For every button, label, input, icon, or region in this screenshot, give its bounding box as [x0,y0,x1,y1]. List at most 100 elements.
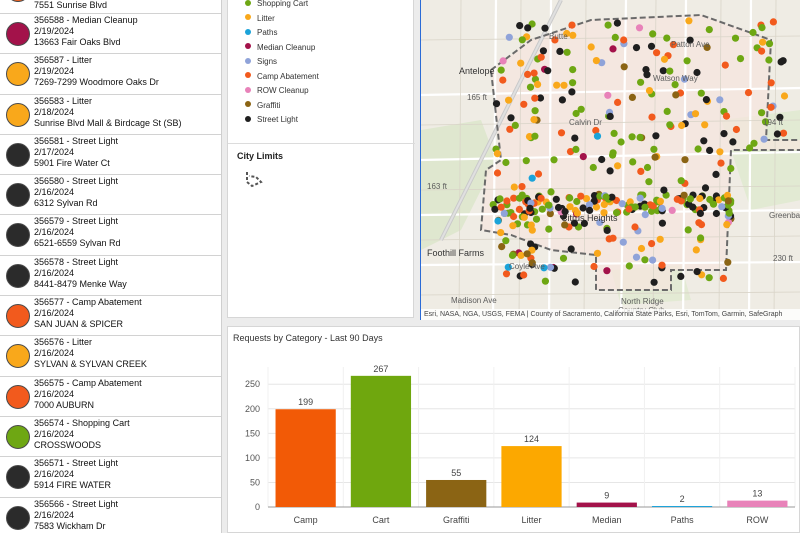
request-marker[interactable] [702,96,710,104]
request-marker[interactable] [547,188,555,196]
request-marker[interactable] [531,107,539,115]
request-marker[interactable] [648,207,656,215]
request-list-item[interactable]: 356580 - Street Light 2/16/2024 6312 Sylva… [0,175,221,216]
request-marker[interactable] [648,113,656,121]
request-marker[interactable] [569,79,577,87]
request-marker[interactable] [758,109,766,117]
request-marker[interactable] [493,169,502,177]
request-marker[interactable] [568,21,576,29]
request-marker[interactable] [732,125,740,134]
request-marker[interactable] [524,24,532,32]
request-marker[interactable] [541,24,549,32]
request-marker[interactable] [603,226,611,234]
request-marker[interactable] [684,226,692,234]
request-marker[interactable] [526,83,535,91]
request-marker[interactable] [668,206,676,214]
request-marker[interactable] [613,209,621,217]
request-marker[interactable] [524,70,532,78]
request-marker[interactable] [528,174,536,182]
request-marker[interactable] [750,139,758,147]
request-marker[interactable] [769,18,777,26]
request-marker[interactable] [692,246,700,254]
request-marker[interactable] [604,91,612,99]
request-marker[interactable] [680,75,689,83]
request-marker[interactable] [600,200,608,209]
request-marker[interactable] [530,116,538,124]
request-marker[interactable] [506,125,514,133]
request-marker[interactable] [628,93,636,101]
request-marker[interactable] [580,219,588,227]
request-marker[interactable] [765,40,774,48]
request-marker[interactable] [761,118,770,126]
request-marker[interactable] [641,203,649,211]
request-marker[interactable] [571,278,579,286]
request-marker[interactable] [779,129,788,137]
request-marker[interactable] [602,193,610,201]
request-marker[interactable] [652,132,660,140]
request-marker[interactable] [712,209,720,218]
request-marker[interactable] [656,235,664,243]
request-marker[interactable] [653,49,661,57]
request-marker[interactable] [746,144,754,152]
request-marker[interactable] [568,88,576,96]
request-marker[interactable] [731,34,740,42]
request-marker[interactable] [531,132,539,140]
request-marker[interactable] [517,59,525,67]
request-marker[interactable] [491,205,499,213]
request-marker[interactable] [546,263,555,271]
request-marker[interactable] [686,36,694,44]
request-marker[interactable] [520,100,528,108]
request-marker[interactable] [645,178,653,186]
request-marker[interactable] [558,96,566,104]
request-marker[interactable] [499,76,507,84]
request-marker[interactable] [696,209,704,217]
request-marker[interactable] [504,263,512,271]
request-marker[interactable] [620,63,628,71]
request-list-item[interactable]: 356577 - Camp Abatement 2/16/2024 SAN JUAN… [0,296,221,337]
request-marker[interactable] [686,195,694,203]
request-marker[interactable] [539,47,547,55]
request-marker[interactable] [545,201,553,209]
request-marker[interactable] [500,209,508,217]
request-marker[interactable] [625,205,633,213]
request-marker[interactable] [498,243,506,251]
request-marker[interactable] [672,91,680,99]
request-marker[interactable] [631,223,639,231]
request-marker[interactable] [727,164,735,173]
request-marker[interactable] [637,167,645,175]
request-marker[interactable] [613,19,621,27]
request-marker[interactable] [660,55,669,63]
request-marker[interactable] [589,163,597,172]
request-list-item[interactable]: 356575 - Camp Abatement 2/16/2024 7000 AUB… [0,377,221,417]
request-marker[interactable] [736,55,745,63]
request-marker[interactable] [678,121,686,130]
request-marker[interactable] [715,196,723,204]
request-marker[interactable] [572,109,580,118]
request-marker[interactable] [496,195,504,203]
request-marker[interactable] [507,114,515,122]
request-marker[interactable] [683,57,691,65]
request-marker[interactable] [619,238,627,246]
request-marker[interactable] [767,79,775,87]
request-marker[interactable] [577,105,585,113]
request-list-item[interactable]: 356578 - Street Light 2/16/2024 8441-8479 … [0,256,221,297]
request-marker[interactable] [663,107,671,115]
request-marker[interactable] [749,28,757,37]
request-marker[interactable] [492,100,501,108]
request-marker[interactable] [649,30,657,38]
request-marker[interactable] [694,145,702,153]
map-canvas[interactable] [421,0,800,320]
request-marker[interactable] [585,201,593,209]
request-marker[interactable] [637,244,646,253]
request-marker[interactable] [656,197,664,205]
request-marker[interactable] [587,43,595,51]
request-marker[interactable] [760,135,768,143]
request-marker[interactable] [648,240,656,248]
request-marker[interactable] [724,258,732,266]
request-marker[interactable] [614,98,622,106]
request-marker[interactable] [680,191,688,199]
request-list-item[interactable]: 356571 - Street Light 2/16/2024 5914 FIRE … [0,457,221,498]
request-marker[interactable] [669,41,677,49]
request-marker[interactable] [608,193,616,201]
request-marker[interactable] [518,191,526,199]
